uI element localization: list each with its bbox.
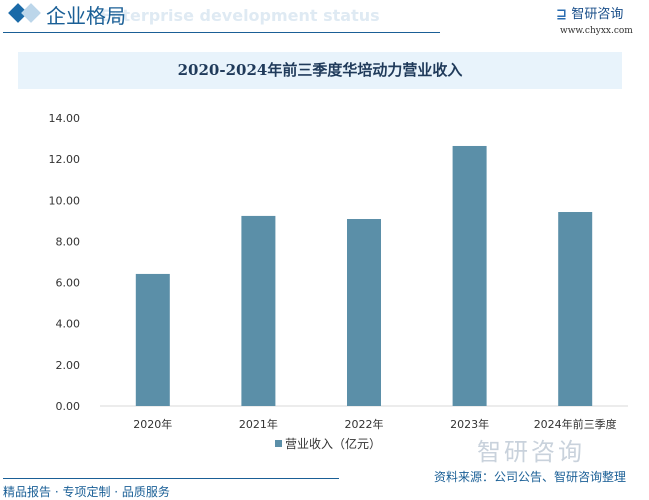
brand-url: www.chyxx.com bbox=[560, 26, 633, 36]
x-tick-label: 2021年 bbox=[239, 417, 278, 431]
y-tick-label: 10.00 bbox=[49, 194, 81, 207]
header-subtitle: Enterprise development status bbox=[100, 6, 380, 25]
brand-logo: ⊒ 智研咨询 bbox=[556, 7, 624, 22]
bar bbox=[241, 215, 276, 406]
header-title: 企业格局 bbox=[46, 4, 126, 28]
y-tick-label: 2.00 bbox=[56, 359, 81, 372]
x-tick-label: 2020年 bbox=[133, 417, 172, 431]
y-tick-label: 6.00 bbox=[56, 277, 81, 290]
x-tick-label: 2023年 bbox=[450, 417, 489, 431]
y-tick-label: 4.00 bbox=[56, 318, 81, 331]
y-tick-label: 0.00 bbox=[56, 400, 81, 413]
y-tick-label: 8.00 bbox=[56, 235, 81, 248]
legend-label: 营业收入（亿元） bbox=[285, 436, 381, 451]
bar bbox=[558, 212, 593, 406]
footer-slogan: 精品报告 · 专项定制 · 品质服务 bbox=[3, 485, 170, 499]
bar bbox=[135, 273, 170, 406]
watermark-logo: 智研咨询 bbox=[477, 438, 585, 466]
legend-swatch bbox=[275, 440, 282, 447]
chart-title: 2020-2024年前三季度华培动力营业收入 bbox=[18, 52, 622, 89]
bar bbox=[452, 145, 487, 406]
data-source: 资料来源：公司公告、智研咨询整理 bbox=[434, 470, 627, 484]
header-divider bbox=[3, 32, 440, 33]
bar-chart: 0.00 2.00 4.00 6.00 8.00 10.00 12.00 14.00 2020年… bbox=[49, 112, 628, 451]
x-tick-label: 2024年前三季度 bbox=[534, 417, 617, 431]
x-tick-label: 2022年 bbox=[345, 417, 384, 431]
bar bbox=[347, 219, 381, 406]
y-tick-label: 14.00 bbox=[49, 112, 81, 125]
y-tick-label: 12.00 bbox=[49, 153, 81, 166]
footer-divider bbox=[3, 478, 339, 479]
